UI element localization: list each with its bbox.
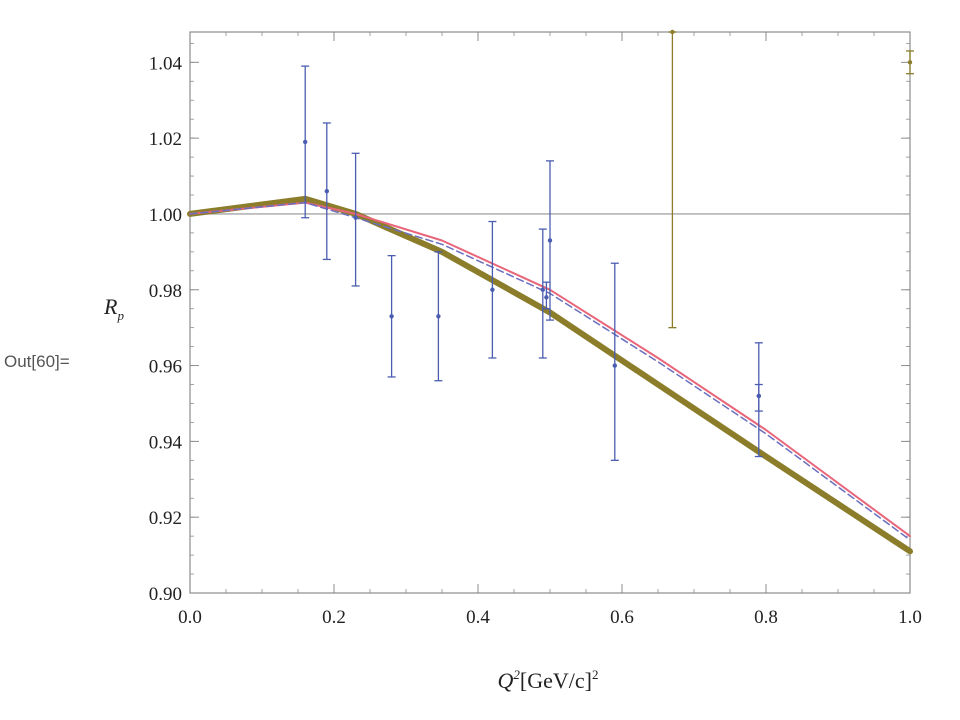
data-marker: [547, 238, 553, 243]
x-tick-label: 0.6: [610, 607, 634, 628]
outlier-point: [906, 50, 914, 75]
data-marker: [490, 287, 495, 292]
data-marker: [670, 29, 675, 35]
x-tick-label: 0.4: [466, 607, 490, 628]
x-axis-label: Q2[GeV/c]2: [498, 667, 599, 693]
y-tick-label: 0.90: [149, 584, 182, 605]
data-point: [488, 220, 497, 359]
data-point: [542, 281, 551, 310]
data-marker: [756, 393, 761, 399]
data-point: [322, 122, 331, 261]
x-tick-label: 0.2: [322, 607, 346, 628]
y-tick-label: 0.96: [149, 357, 182, 378]
data-marker: [544, 295, 549, 300]
data-marker: [324, 189, 329, 194]
data-marker: [612, 363, 617, 368]
data-marker: [389, 314, 394, 319]
x-tick-label: 0.0: [178, 607, 202, 628]
x-tick-label: 0.8: [754, 607, 778, 628]
y-tick-label: 1.00: [149, 205, 182, 226]
data-point: [754, 383, 763, 412]
data-point: [351, 152, 360, 287]
data-point: [387, 254, 396, 378]
outlier-point: [668, 29, 677, 329]
x-tick-label: 1.0: [898, 607, 922, 628]
data-point: [301, 65, 310, 219]
y-tick-label: 1.04: [149, 53, 183, 74]
output-cell-label: Out[60]=: [4, 352, 70, 371]
data-marker: [353, 215, 358, 220]
data-point: [434, 251, 443, 382]
curve-line-1: [187, 195, 913, 555]
y-tick-label: 0.94: [149, 432, 183, 453]
data-marker: [540, 287, 545, 292]
data-point: [610, 262, 619, 461]
data-marker: [303, 139, 308, 145]
data-point: [546, 160, 554, 321]
y-tick-label: 1.02: [149, 129, 182, 150]
data-marker: [907, 60, 913, 65]
y-axis-label: Rp: [103, 294, 124, 323]
data-point: [538, 228, 547, 359]
y-tick-label: 0.98: [149, 281, 182, 302]
data-marker: [436, 314, 441, 319]
curve-line-3: [189, 201, 911, 541]
y-tick-label: 0.92: [149, 508, 182, 529]
